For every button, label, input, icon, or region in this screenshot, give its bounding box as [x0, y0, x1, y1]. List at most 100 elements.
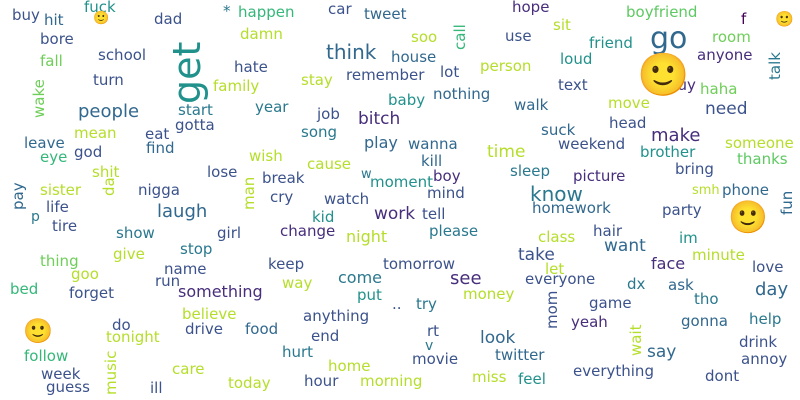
word: stop — [180, 240, 213, 258]
word: weekend — [558, 135, 626, 153]
word: fuck — [84, 0, 116, 16]
emoji-icon: 🙂 — [775, 10, 794, 28]
word: annoy — [741, 350, 788, 368]
word: tomorrow — [383, 255, 456, 273]
word: do — [112, 316, 131, 334]
word: moment — [370, 173, 434, 191]
word: help — [749, 310, 782, 328]
word: think — [326, 40, 377, 64]
word: start — [178, 101, 213, 119]
word: miss — [472, 368, 507, 386]
word: anything — [303, 307, 370, 325]
word: class — [538, 228, 576, 246]
word: need — [705, 99, 748, 119]
word: wait — [627, 324, 645, 356]
word: kill — [421, 152, 443, 170]
word: believe — [182, 305, 237, 323]
word: homework — [532, 199, 611, 217]
word: boyfriend — [626, 3, 698, 21]
word: game — [589, 294, 632, 312]
word: bitch — [358, 109, 401, 129]
emoji-icon: 🙂 — [23, 317, 53, 345]
word: car — [328, 0, 352, 18]
word: put — [357, 286, 382, 304]
word: thanks — [737, 150, 788, 168]
word: head — [609, 114, 647, 132]
word: end — [311, 327, 340, 345]
word: happen — [238, 3, 295, 21]
word: way — [282, 274, 313, 292]
word: come — [338, 268, 383, 287]
word: mom — [543, 290, 561, 329]
word: boy — [433, 167, 461, 185]
word: f — [741, 10, 747, 28]
word: laugh — [157, 201, 208, 222]
word: food — [245, 320, 279, 338]
word: people — [78, 101, 140, 122]
word: wake — [30, 79, 48, 118]
word: look — [480, 328, 516, 348]
word: today — [228, 374, 271, 392]
word: fun — [778, 190, 796, 215]
word: hour — [304, 372, 339, 390]
word: picture — [573, 167, 626, 185]
emoji-icon: 🙂 — [637, 50, 690, 99]
word: everything — [573, 362, 654, 380]
word: know — [530, 182, 583, 206]
word: find — [146, 139, 175, 157]
word: kid — [312, 208, 335, 226]
word: anyone — [697, 46, 753, 64]
word: * — [223, 2, 231, 20]
word: day — [755, 279, 789, 300]
word: ill — [150, 379, 163, 397]
word: sit — [553, 16, 571, 34]
word: use — [505, 27, 532, 45]
word: keep — [268, 255, 305, 273]
word: try — [416, 295, 437, 313]
word: mind — [427, 184, 465, 202]
word: w — [361, 167, 372, 182]
word: drive — [185, 320, 223, 338]
word: play — [364, 133, 398, 152]
word: everyone — [525, 270, 596, 288]
word: fall — [40, 52, 63, 70]
word: pay — [9, 182, 27, 210]
word: name — [164, 260, 207, 278]
word: ask — [668, 276, 694, 294]
word: dad — [154, 10, 183, 28]
word: person — [480, 57, 532, 75]
word: school — [98, 46, 147, 64]
word: soo — [411, 28, 438, 46]
word: goo — [71, 265, 99, 283]
word: song — [301, 123, 338, 141]
emoji-icon: 🙂 — [728, 198, 768, 236]
word: say — [647, 342, 677, 362]
word: make — [651, 125, 701, 146]
word: hit — [44, 11, 64, 29]
word: .. — [392, 295, 402, 313]
word: get — [165, 41, 209, 104]
word: time — [487, 142, 526, 162]
word: smh — [692, 183, 720, 198]
word: wish — [249, 147, 283, 165]
word: im — [679, 229, 698, 247]
word: break — [262, 169, 305, 187]
word: god — [74, 143, 103, 161]
word: thing — [40, 252, 79, 270]
word: v — [425, 338, 434, 354]
word: girl — [217, 224, 242, 242]
word: leave — [24, 134, 65, 152]
word: sleep — [510, 162, 550, 180]
word: text — [558, 76, 588, 94]
word: baby — [388, 91, 426, 109]
word: suck — [541, 121, 576, 139]
emoji-icon: 🙂 — [93, 11, 110, 26]
word: bring — [675, 160, 714, 178]
word: movie — [412, 350, 459, 368]
word: tell — [422, 205, 446, 223]
word: run — [155, 272, 181, 290]
word: guess — [46, 378, 90, 396]
word: bed — [10, 280, 39, 298]
word: minute — [692, 246, 745, 264]
word: brother — [640, 143, 696, 161]
